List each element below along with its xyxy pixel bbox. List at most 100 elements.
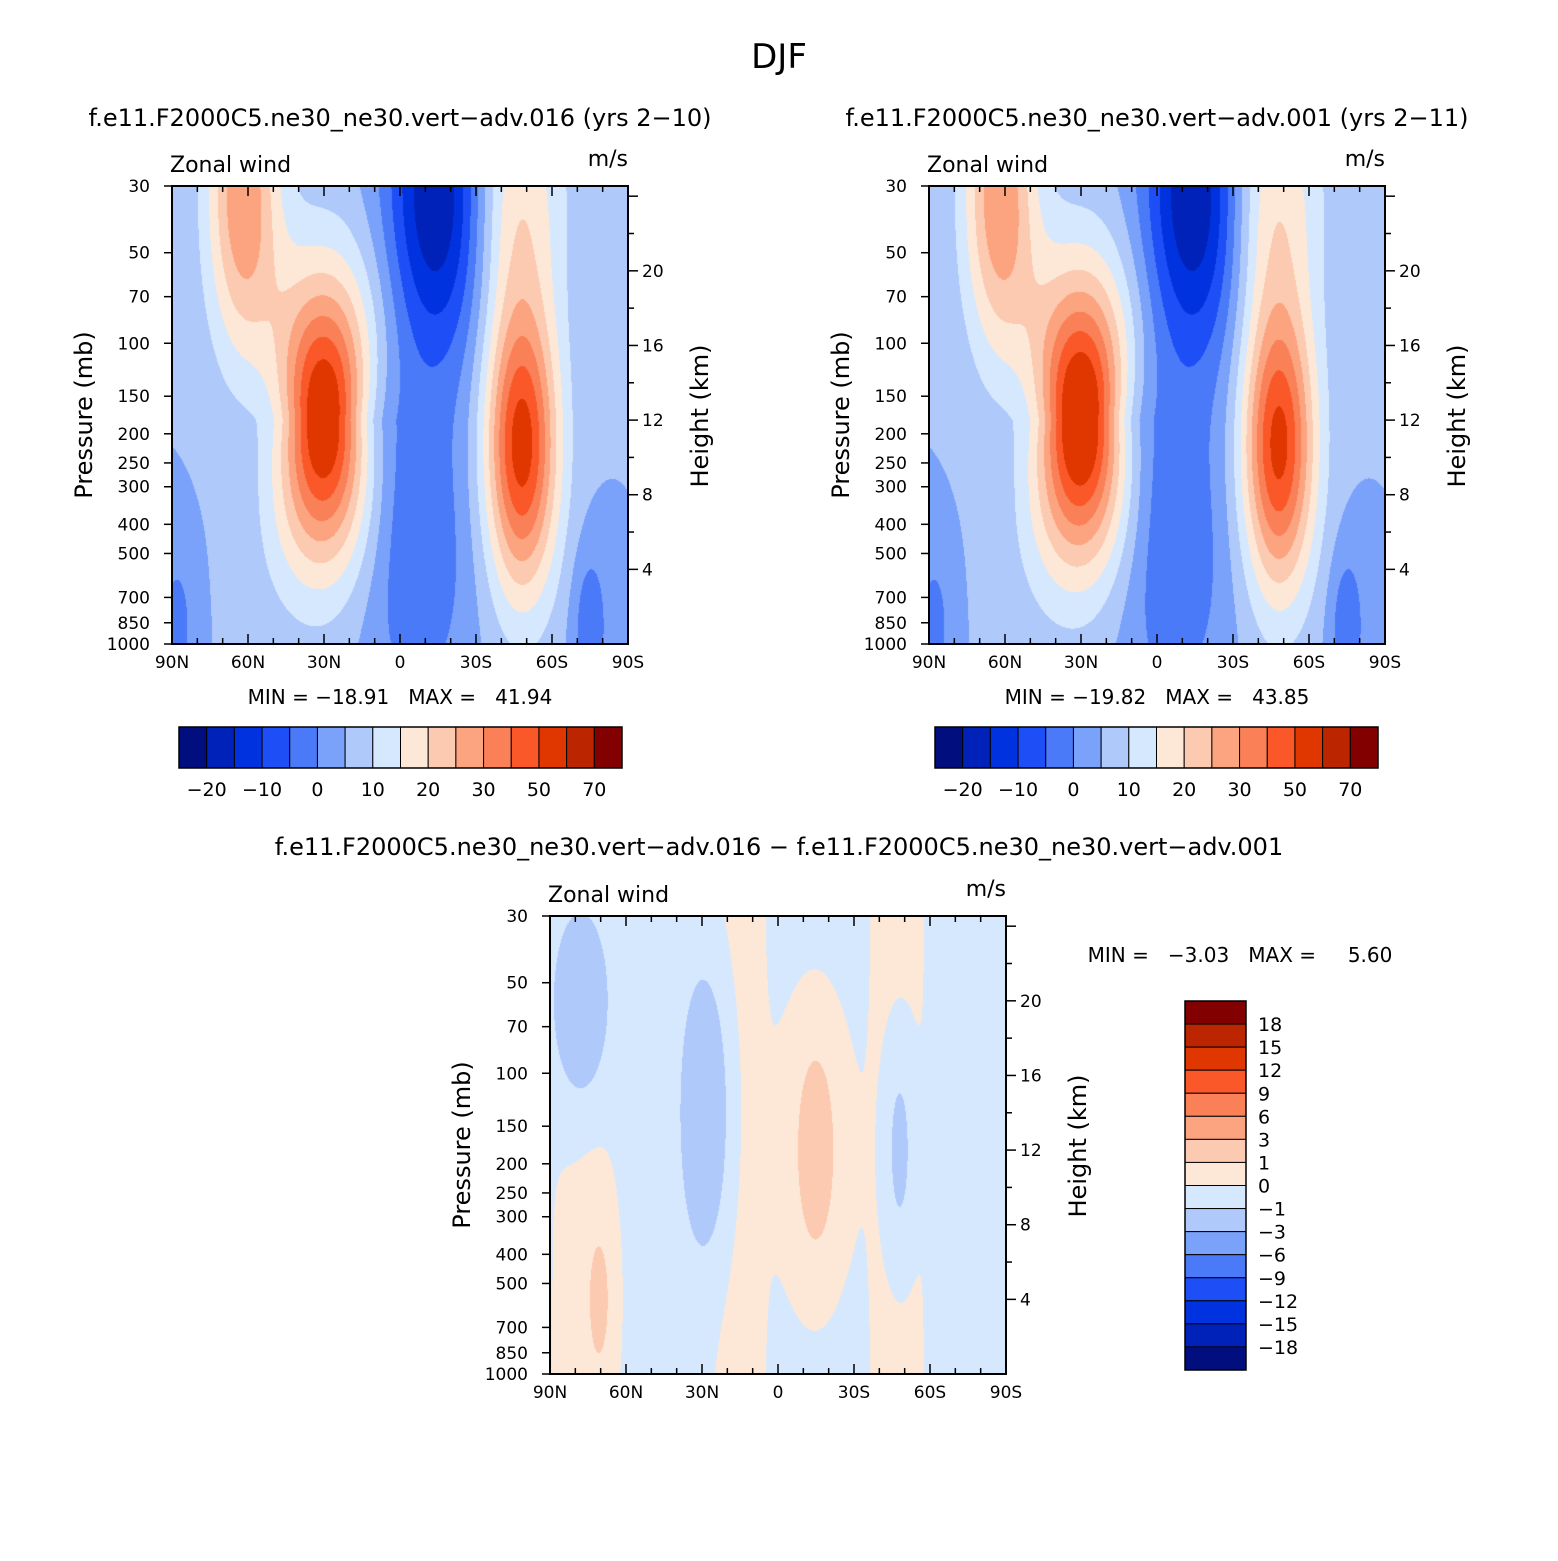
- panel3-field-image: [550, 916, 1006, 1374]
- panel3-y-tick-label: 30: [506, 907, 528, 927]
- panel1-y2-tick-label: 4: [642, 560, 653, 580]
- panel3-y2-tick-label: 12: [1020, 1141, 1042, 1161]
- panel1-x-tick-label: 60N: [231, 653, 265, 673]
- panel2-colorbar-label: −10: [998, 779, 1038, 801]
- panel3-colorbar-swatch: [1184, 1069, 1247, 1094]
- panel1-colorbar-swatch: [455, 726, 485, 769]
- panel2-colorbar-frame: [934, 726, 1379, 769]
- panel2-y-tick-label: 400: [875, 515, 907, 535]
- panel1-ylabel-right: Height (km): [686, 345, 714, 488]
- panel2-y2-tick-label: 16: [1399, 336, 1421, 356]
- panel3-x-tick-label: 30S: [838, 1383, 870, 1403]
- panel1-y-tick-label: 850: [118, 614, 150, 634]
- panel1-x-tick-label: 30S: [460, 653, 492, 673]
- panel1-colorbar-label: 70: [582, 779, 606, 801]
- panel2-colorbar-swatch: [962, 726, 991, 769]
- panel3-y-tick-label: 300: [496, 1208, 528, 1228]
- panel2-y-tick-label: 850: [875, 614, 907, 634]
- panel3-colorbar-swatch: [1184, 1092, 1247, 1117]
- panel1-variable-label: Zonal wind: [170, 153, 291, 178]
- panel3-y-tick-label: 400: [496, 1245, 528, 1265]
- panel3-colorbar-swatch: [1184, 1231, 1247, 1256]
- panel1-y-tick-label: 200: [118, 425, 150, 445]
- panel1-colorbar-swatch: [178, 726, 208, 769]
- panel2-y-tick-label: 250: [875, 454, 907, 474]
- panel2-y-tick-label: 30: [885, 177, 907, 197]
- panel2-colorbar-swatch: [1156, 726, 1185, 769]
- panel1-min-max: MIN = −18.91 MAX = 41.94: [248, 685, 553, 709]
- panel1-colorbar-swatch: [316, 726, 346, 769]
- panel3-x-tick-label: 90S: [990, 1383, 1022, 1403]
- panel2-x-tick-label: 90N: [912, 653, 946, 673]
- panel1-colorbar-swatch: [510, 726, 540, 769]
- panel1-ylabel: Pressure (mb): [70, 331, 98, 498]
- panel2-colorbar-label: 10: [1117, 779, 1141, 801]
- panel1-y-tick-label: 70: [128, 288, 150, 308]
- panel3-y2-tick-label: 8: [1020, 1216, 1031, 1236]
- panel1-colorbar-label: 10: [361, 779, 385, 801]
- panel2-zonal-wind-plot: 90N 60N 30N 0 30S 60S 90S 30 50 70 100 150 200 250 300…: [827, 147, 1471, 673]
- panel3-x-tick-label: 60S: [914, 1383, 946, 1403]
- panel3-colorbar-swatch: [1184, 1323, 1247, 1348]
- panel2-colorbar-swatch: [1017, 726, 1047, 769]
- panel1-colorbar-swatch: [233, 726, 263, 769]
- panel1-y-tick-label: 1000: [107, 635, 150, 655]
- panel1-colorbar-swatch: [427, 726, 457, 769]
- panel1-title: f.e11.F2000C5.ne30_ne30.vert−adv.016 (yr…: [88, 104, 711, 132]
- panel2-y-tick-label: 300: [875, 478, 907, 498]
- panel3-y2-tick-label: 20: [1020, 992, 1042, 1012]
- panel1-y-tick-label: 400: [118, 515, 150, 535]
- panel1-x-tick-label: 90S: [612, 653, 644, 673]
- panel3-x-tick-label: 60N: [609, 1383, 643, 1403]
- panel3-colorbar-label: 18: [1258, 1014, 1282, 1036]
- panel2-variable-label: Zonal wind: [927, 153, 1048, 178]
- panel2-x-tick-label: 30N: [1064, 653, 1098, 673]
- panel2-colorbar-swatch: [1349, 726, 1379, 769]
- panel3-colorbar-swatch: [1184, 1161, 1247, 1186]
- panel3-colorbar-swatch: [1184, 1046, 1247, 1071]
- panel3-colorbar-swatch: [1184, 1277, 1247, 1302]
- panel1-units-label: m/s: [588, 147, 628, 172]
- panel3-y2-tick-label: 4: [1020, 1290, 1031, 1310]
- panel1-y-tick-label: 250: [118, 454, 150, 474]
- panel1-colorbar-swatch: [206, 726, 235, 769]
- panel1-y-tick-label: 700: [118, 588, 150, 608]
- panel3-y-tick-label: 700: [496, 1318, 528, 1338]
- panel1-colorbar-swatch: [372, 726, 401, 769]
- panel2-colorbar-swatch: [1239, 726, 1268, 769]
- panel2-x-tick-label: 60N: [988, 653, 1022, 673]
- panel3-ylabel-right: Height (km): [1064, 1075, 1092, 1218]
- panel2-colorbar-label: 0: [1067, 779, 1079, 801]
- panel3-x-tick-label: 30N: [685, 1383, 719, 1403]
- panel3-colorbar-label: 1: [1258, 1152, 1270, 1174]
- panel2-colorbar-swatch: [934, 726, 964, 769]
- panel2-y2-tick-label: 20: [1399, 262, 1421, 282]
- panel3-colorbar-label: −3: [1258, 1222, 1286, 1244]
- panel2-min-max: MIN = −19.82 MAX = 43.85: [1005, 685, 1310, 709]
- panel3-colorbar-label: 0: [1258, 1176, 1270, 1198]
- panel2-title: f.e11.F2000C5.ne30_ne30.vert−adv.001 (yr…: [845, 104, 1468, 132]
- panel1-x-tick-label: 0: [395, 653, 406, 673]
- panel3-y-tick-label: 100: [496, 1064, 528, 1084]
- panel2-colorbar-swatch: [1100, 726, 1130, 769]
- panel2-colorbar-label: −20: [943, 779, 983, 801]
- panel1-colorbar-swatch: [261, 726, 291, 769]
- panel2-field-image: [929, 186, 1385, 644]
- panel1-colorbar-swatch: [538, 726, 568, 769]
- panel1-colorbar-swatch: [289, 726, 318, 769]
- panel2-x-tick-label: 30S: [1217, 653, 1249, 673]
- panel2-y2-tick-label: 12: [1399, 411, 1421, 431]
- panel2-colorbar-label: 70: [1338, 779, 1362, 801]
- panel2-y2-tick-label: 8: [1399, 486, 1410, 506]
- panel2-y-tick-label: 70: [885, 288, 907, 308]
- panel1-colorbar-label: 0: [311, 779, 323, 801]
- panel3-x-tick-label: 0: [773, 1383, 784, 1403]
- panel2-colorbar-label: 20: [1172, 779, 1196, 801]
- panel3-colorbar-swatch: [1184, 1023, 1247, 1048]
- panel1-colorbar-label: 30: [471, 779, 495, 801]
- panel3-colorbar-label: 9: [1258, 1083, 1270, 1105]
- panel2-y-tick-label: 500: [875, 544, 907, 564]
- panel3-y-tick-label: 150: [496, 1117, 528, 1137]
